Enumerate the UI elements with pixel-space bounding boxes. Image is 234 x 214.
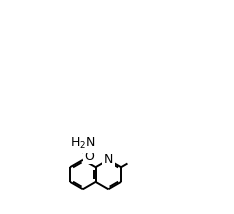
Text: O: O [84,150,95,162]
Text: H$_2$N: H$_2$N [70,136,95,152]
Text: N: N [104,153,113,166]
